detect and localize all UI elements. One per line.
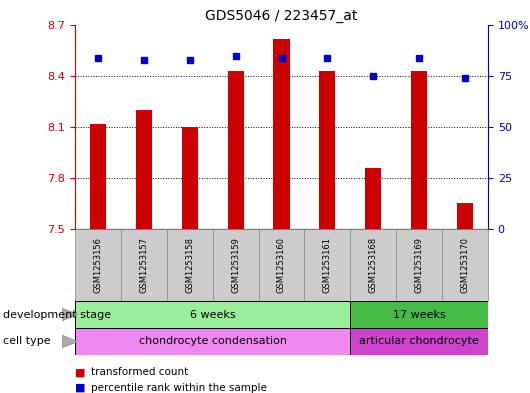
Text: GSM1253169: GSM1253169 (414, 237, 423, 293)
Text: GSM1253161: GSM1253161 (323, 237, 332, 293)
Bar (121, 229, 167, 301)
Text: GSM1253159: GSM1253159 (231, 237, 240, 293)
Text: 6 weeks: 6 weeks (190, 310, 235, 320)
Text: GSM1253156: GSM1253156 (93, 237, 102, 293)
Bar (365, 168, 381, 229)
Text: GSM1253157: GSM1253157 (139, 237, 148, 293)
Text: GSM1253158: GSM1253158 (185, 237, 194, 293)
Bar (259, 229, 304, 301)
Bar (304, 229, 350, 301)
Bar (213, 229, 259, 301)
Polygon shape (62, 335, 78, 348)
Bar (442, 229, 488, 301)
Text: cell type: cell type (3, 336, 50, 347)
Bar (182, 127, 198, 229)
Text: development stage: development stage (3, 310, 111, 320)
Text: 17 weeks: 17 weeks (393, 310, 446, 320)
Text: ■: ■ (75, 367, 85, 377)
Text: transformed count: transformed count (91, 367, 188, 377)
Text: chondrocyte condensation: chondrocyte condensation (139, 336, 287, 347)
Polygon shape (62, 308, 78, 321)
Text: GSM1253168: GSM1253168 (369, 237, 378, 293)
Bar (90, 124, 106, 229)
Text: articular chondrocyte: articular chondrocyte (359, 336, 479, 347)
Bar (75, 328, 350, 355)
Bar (136, 110, 152, 229)
Bar (396, 229, 442, 301)
Bar (350, 229, 396, 301)
Text: GSM1253170: GSM1253170 (461, 237, 470, 293)
Bar (273, 39, 289, 229)
Bar (75, 301, 350, 328)
Text: percentile rank within the sample: percentile rank within the sample (91, 383, 267, 393)
Bar (457, 204, 473, 229)
Text: ■: ■ (75, 383, 85, 393)
Bar (320, 71, 335, 229)
Bar (167, 229, 213, 301)
Bar (411, 71, 427, 229)
Bar (350, 301, 488, 328)
Title: GDS5046 / 223457_at: GDS5046 / 223457_at (205, 9, 358, 22)
Text: GSM1253160: GSM1253160 (277, 237, 286, 293)
Bar (350, 328, 488, 355)
Bar (227, 71, 244, 229)
Bar (75, 229, 121, 301)
